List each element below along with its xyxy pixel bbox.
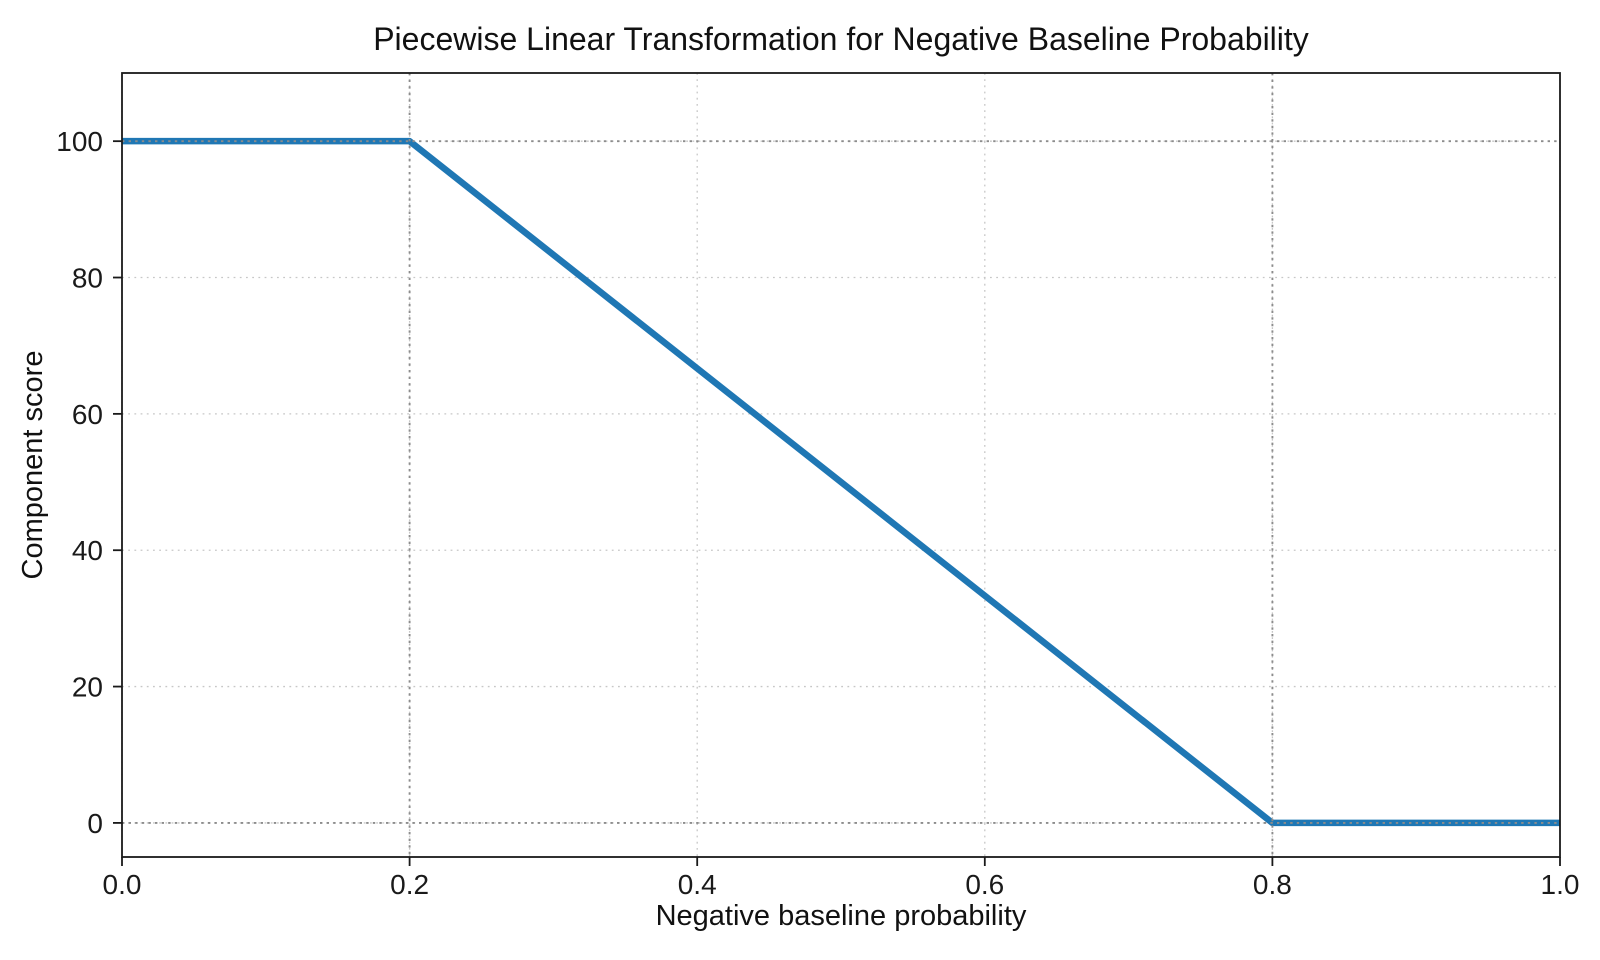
y-tick-label: 80 xyxy=(72,263,103,294)
y-tick-labels: 0 20 40 60 80 100 xyxy=(56,126,103,839)
plot-border xyxy=(121,72,1561,858)
grid-lines xyxy=(121,73,1561,857)
axis-ticks xyxy=(113,140,1561,866)
y-axis-label: Component score xyxy=(17,351,49,580)
x-tick-labels: 0.0 0.2 0.4 0.6 0.8 1.0 xyxy=(103,869,1580,900)
y-tick-label: 0 xyxy=(87,808,103,839)
x-tick-label: 0.6 xyxy=(965,869,1004,900)
x-tick-label: 0.2 xyxy=(390,869,429,900)
reference-lines xyxy=(122,73,1560,857)
x-axis-label: Negative baseline probability xyxy=(656,900,1027,932)
x-tick-label: 0.4 xyxy=(678,869,717,900)
x-tick-label: 1.0 xyxy=(1541,869,1580,900)
x-tick-label: 0.8 xyxy=(1253,869,1292,900)
chart-title: Piecewise Linear Transformation for Nega… xyxy=(373,21,1309,57)
data-line xyxy=(122,137,1560,827)
y-tick-label: 20 xyxy=(72,672,103,703)
y-tick-label: 100 xyxy=(56,126,103,157)
y-tick-label: 60 xyxy=(72,399,103,430)
x-tick-label: 0.0 xyxy=(103,869,142,900)
y-tick-label: 40 xyxy=(72,535,103,566)
